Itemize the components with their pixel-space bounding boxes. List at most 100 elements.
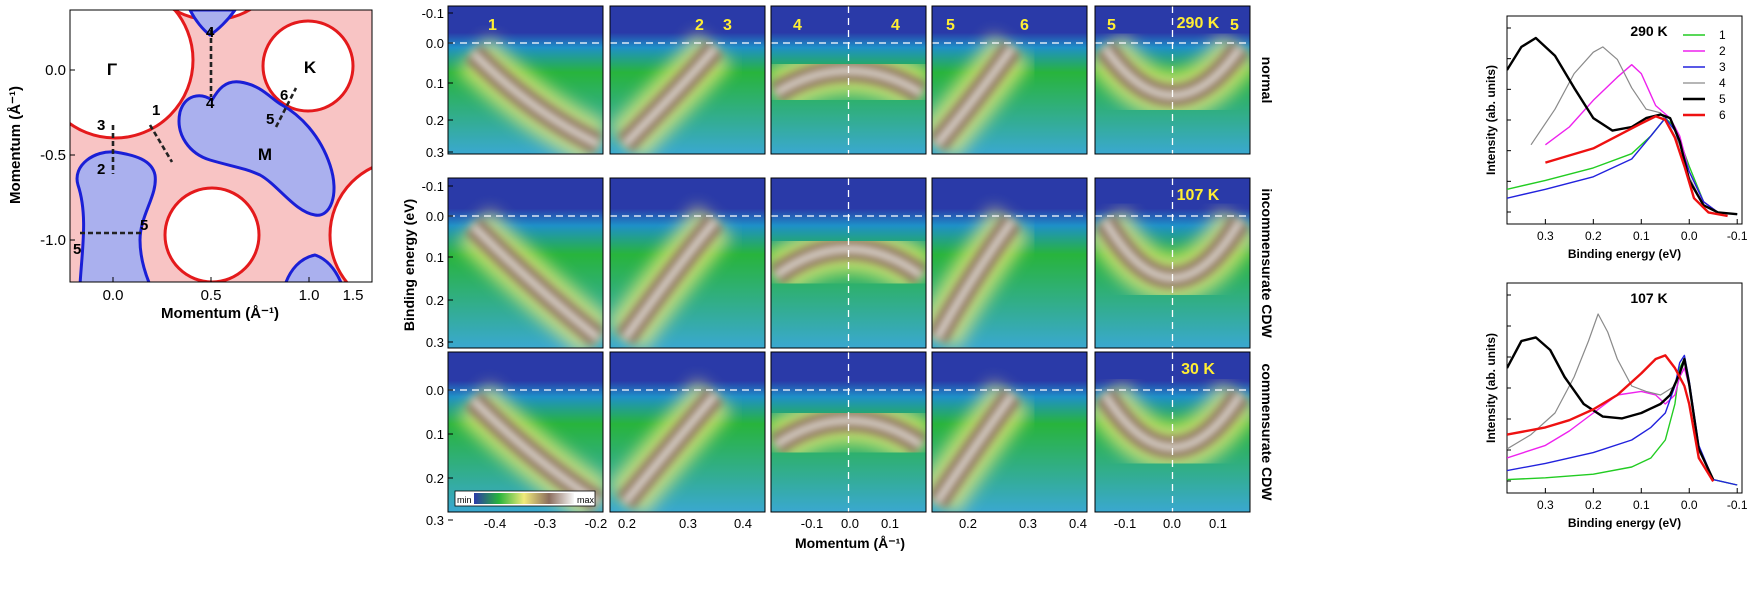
arpes-xtick: -0.4 <box>484 516 506 531</box>
arpes-band-core <box>774 246 923 278</box>
fs-xlabel: Momentum (Å⁻¹) <box>161 305 279 322</box>
arpes-temperature-label: 30 K <box>1181 361 1215 378</box>
edc-legend-label: 3 <box>1719 60 1726 74</box>
arpes-phase-label: commensurate CDW <box>1259 364 1275 502</box>
arpes-xtick: 0.1 <box>881 516 899 531</box>
edc-xtick: -0.1 <box>1727 229 1748 243</box>
arpes-band-core <box>470 223 600 341</box>
fs-label-gamma: Γ <box>107 60 117 79</box>
arpes-panel <box>609 351 766 513</box>
arpes-cut-label: 5 <box>1230 17 1239 34</box>
fs-xtick: 1.5 <box>343 287 364 304</box>
arpes-panel-frame <box>609 177 766 349</box>
arpes-ytick: 0.2 <box>426 471 444 486</box>
arpes-temperature-label: 107 K <box>1177 187 1220 204</box>
arpes-ytick: -0.1 <box>422 6 444 21</box>
fs-label-k: K <box>304 58 317 77</box>
arpes-panel <box>770 177 927 349</box>
arpes-band-core <box>1102 393 1243 451</box>
arpes-cut-label: 1 <box>488 17 497 34</box>
arpes-cut-label: 5 <box>1107 17 1116 34</box>
arpes-ylabel: Binding energy (eV) <box>401 199 417 331</box>
fs-bottom-right-pocket <box>284 253 343 282</box>
edc-series-line <box>1507 36 1738 216</box>
fs-cut-5-6 <box>274 87 298 128</box>
arpes-cut-label: 3 <box>723 17 732 34</box>
fs-xtick: 1.0 <box>299 287 320 304</box>
arpes-panel <box>447 177 604 349</box>
arpes-panel <box>770 351 927 513</box>
arpes-band-core <box>622 393 718 504</box>
arpes-band-core <box>774 417 923 448</box>
edc-xlabel: Binding energy (eV) <box>1568 247 1681 261</box>
edc-ylabel: Intensity (ab. units) <box>1484 65 1498 175</box>
arpes-xlabel: Momentum (Å⁻¹) <box>795 535 905 551</box>
arpes-panel-frame <box>447 5 604 155</box>
arpes-xtick: 0.4 <box>1069 516 1087 531</box>
arpes-panel: 1 <box>447 5 604 155</box>
edc-legend-label: 1 <box>1719 28 1726 42</box>
fs-cut-label: 4 <box>206 95 215 112</box>
edc-xtick: 0.3 <box>1537 229 1554 243</box>
arpes-phase-label: incommensurate CDW <box>1259 188 1275 338</box>
arpes-panel-frame <box>1094 351 1251 513</box>
arpes-ytick: 0.1 <box>426 76 444 91</box>
edc-xtick: -0.1 <box>1727 498 1748 512</box>
arpes-ytick: 0.3 <box>426 145 444 160</box>
fs-frame <box>69 9 373 283</box>
arpes-temperature-label: 290 K <box>1177 15 1220 32</box>
fs-cut-label: 5 <box>140 217 148 234</box>
edc-series-line <box>1507 354 1715 483</box>
colorbar: min max <box>454 490 596 507</box>
fermi-surface-map: Γ K M 1 2 3 4 4 5 5 5 6 0.0 0.5 1.0 <box>7 9 373 322</box>
arpes-panel-frame <box>770 351 927 513</box>
arpes-panel-frame <box>770 5 927 155</box>
arpes-panel-frame <box>931 351 1088 513</box>
arpes-band-core <box>622 219 718 340</box>
arpes-ytick: 0.0 <box>426 209 444 224</box>
edc-series-line <box>1545 115 1728 218</box>
edc-plots: 0.3 0.2 0.1 0.0 -0.1 Binding energy (eV) Inten… <box>1484 15 1748 530</box>
fs-ytick: -1.0 <box>40 232 66 249</box>
arpes-ytick: 0.1 <box>426 250 444 265</box>
arpes-ytick: 0.2 <box>426 293 444 308</box>
arpes-cut-label: 5 <box>946 17 955 34</box>
edc-series-line <box>1507 117 1738 215</box>
arpes-cut-label: 2 <box>695 17 704 34</box>
colorbar-gradient <box>474 493 574 504</box>
edc-frame <box>1506 15 1743 225</box>
edc-xtick: 0.1 <box>1633 229 1650 243</box>
arpes-panel-frame <box>447 351 604 513</box>
fs-ytick: -0.5 <box>40 147 66 164</box>
arpes-ytick: 0.1 <box>426 427 444 442</box>
arpes-xtick: 0.3 <box>1019 516 1037 531</box>
fs-cut-label: 6 <box>280 87 288 104</box>
arpes-band-core <box>622 46 718 147</box>
arpes-cut-label: 6 <box>1020 17 1029 34</box>
arpes-xtick: -0.1 <box>1114 516 1136 531</box>
arpes-panel <box>1094 351 1251 513</box>
arpes-ytick: 0.0 <box>426 36 444 51</box>
arpes-cut-label: 4 <box>891 17 900 34</box>
fs-right-pocket <box>328 166 372 282</box>
arpes-ytick: 0.0 <box>426 383 444 398</box>
fs-gamma-pocket-lower <box>163 186 261 282</box>
edc-legend-label: 4 <box>1719 76 1726 90</box>
arpes-ytick: 0.3 <box>426 513 444 528</box>
colorbar-max-label: max <box>577 495 595 505</box>
edc-xtick: 0.2 <box>1585 498 1602 512</box>
arpes-xtick: 0.2 <box>959 516 977 531</box>
arpes-ytick: 0.2 <box>426 113 444 128</box>
arpes-cut-label: 4 <box>793 17 802 34</box>
fs-xtick: 0.0 <box>103 287 124 304</box>
fs-k-pocket <box>261 19 355 113</box>
arpes-panel-frame <box>609 351 766 513</box>
fs-cut-1 <box>148 124 174 163</box>
fs-cut-label: 4 <box>206 24 215 41</box>
fs-gamma-pocket <box>70 10 195 140</box>
arpes-panel-frame <box>931 177 1088 349</box>
fs-cut-label: 2 <box>97 161 105 178</box>
arpes-ytick: -0.1 <box>422 179 444 194</box>
